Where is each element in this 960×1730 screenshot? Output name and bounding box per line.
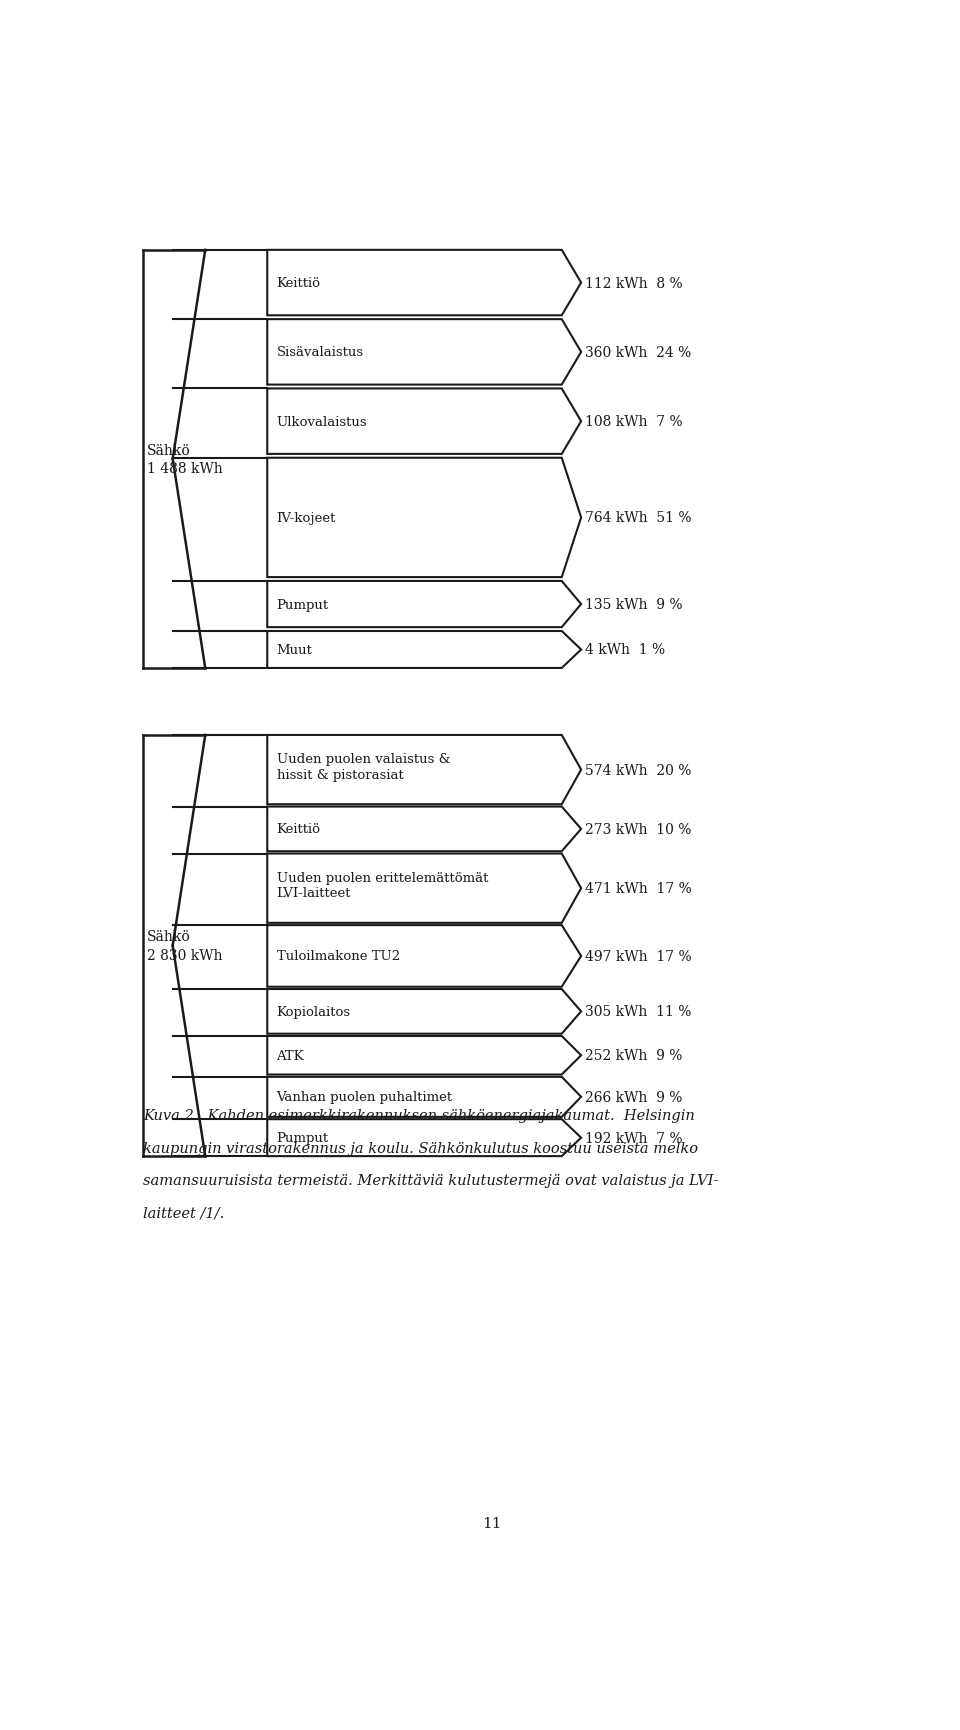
Text: Sisävalaistus: Sisävalaistus: [276, 346, 364, 360]
Text: Uuden puolen erittelemättömät
LVI-laitteet: Uuden puolen erittelemättömät LVI-laitte…: [276, 872, 488, 900]
Text: Sähkö
1 488 kWh: Sähkö 1 488 kWh: [147, 443, 223, 476]
Text: samansuuruisista termeistä. Merkittäviä kulutustermejä ovat valaistus ja LVI-: samansuuruisista termeistä. Merkittäviä …: [143, 1173, 719, 1187]
Text: 192 kWh  7 %: 192 kWh 7 %: [585, 1131, 683, 1145]
Text: 112 kWh  8 %: 112 kWh 8 %: [585, 277, 683, 291]
Text: laitteet /1/.: laitteet /1/.: [143, 1206, 225, 1220]
Text: ATK: ATK: [276, 1048, 304, 1062]
Text: kaupungin virastorakennus ja koulu. Sähkönkulutus koostuu useista melko: kaupungin virastorakennus ja koulu. Sähk…: [143, 1142, 698, 1156]
Text: Keittiö: Keittiö: [276, 277, 321, 291]
Text: Vanhan puolen puhaltimet: Vanhan puolen puhaltimet: [276, 1090, 453, 1104]
Text: Keittiö: Keittiö: [276, 823, 321, 836]
Text: 4 kWh  1 %: 4 kWh 1 %: [585, 644, 665, 657]
Text: 11: 11: [482, 1515, 502, 1529]
Text: Tuloilmakone TU2: Tuloilmakone TU2: [276, 950, 399, 964]
Text: Sähkö
2 830 kWh: Sähkö 2 830 kWh: [147, 929, 223, 962]
Text: Kuva 2.  Kahden esimerkkirakennuksen sähköenergiajakaumat.  Helsingin: Kuva 2. Kahden esimerkkirakennuksen sähk…: [143, 1109, 695, 1123]
Text: 471 kWh  17 %: 471 kWh 17 %: [585, 882, 692, 896]
Text: 252 kWh  9 %: 252 kWh 9 %: [585, 1048, 683, 1062]
Text: Pumput: Pumput: [276, 599, 328, 611]
Text: IV-kojeet: IV-kojeet: [276, 512, 336, 524]
Text: Kopiolaitos: Kopiolaitos: [276, 1005, 350, 1019]
Text: Pumput: Pumput: [276, 1131, 328, 1145]
Text: 266 kWh  9 %: 266 kWh 9 %: [585, 1090, 683, 1104]
Text: 305 kWh  11 %: 305 kWh 11 %: [585, 1005, 691, 1019]
Text: 574 kWh  20 %: 574 kWh 20 %: [585, 763, 691, 777]
Text: Muut: Muut: [276, 644, 312, 657]
Text: 135 kWh  9 %: 135 kWh 9 %: [585, 597, 683, 612]
Text: 497 kWh  17 %: 497 kWh 17 %: [585, 950, 691, 964]
Text: 273 kWh  10 %: 273 kWh 10 %: [585, 822, 691, 836]
Text: 108 kWh  7 %: 108 kWh 7 %: [585, 415, 683, 429]
Text: 764 kWh  51 %: 764 kWh 51 %: [585, 510, 691, 526]
Text: Ulkovalaistus: Ulkovalaistus: [276, 415, 367, 429]
Text: 360 kWh  24 %: 360 kWh 24 %: [585, 346, 691, 360]
Text: Uuden puolen valaistus &
hissit & pistorasiat: Uuden puolen valaistus & hissit & pistor…: [276, 753, 450, 782]
